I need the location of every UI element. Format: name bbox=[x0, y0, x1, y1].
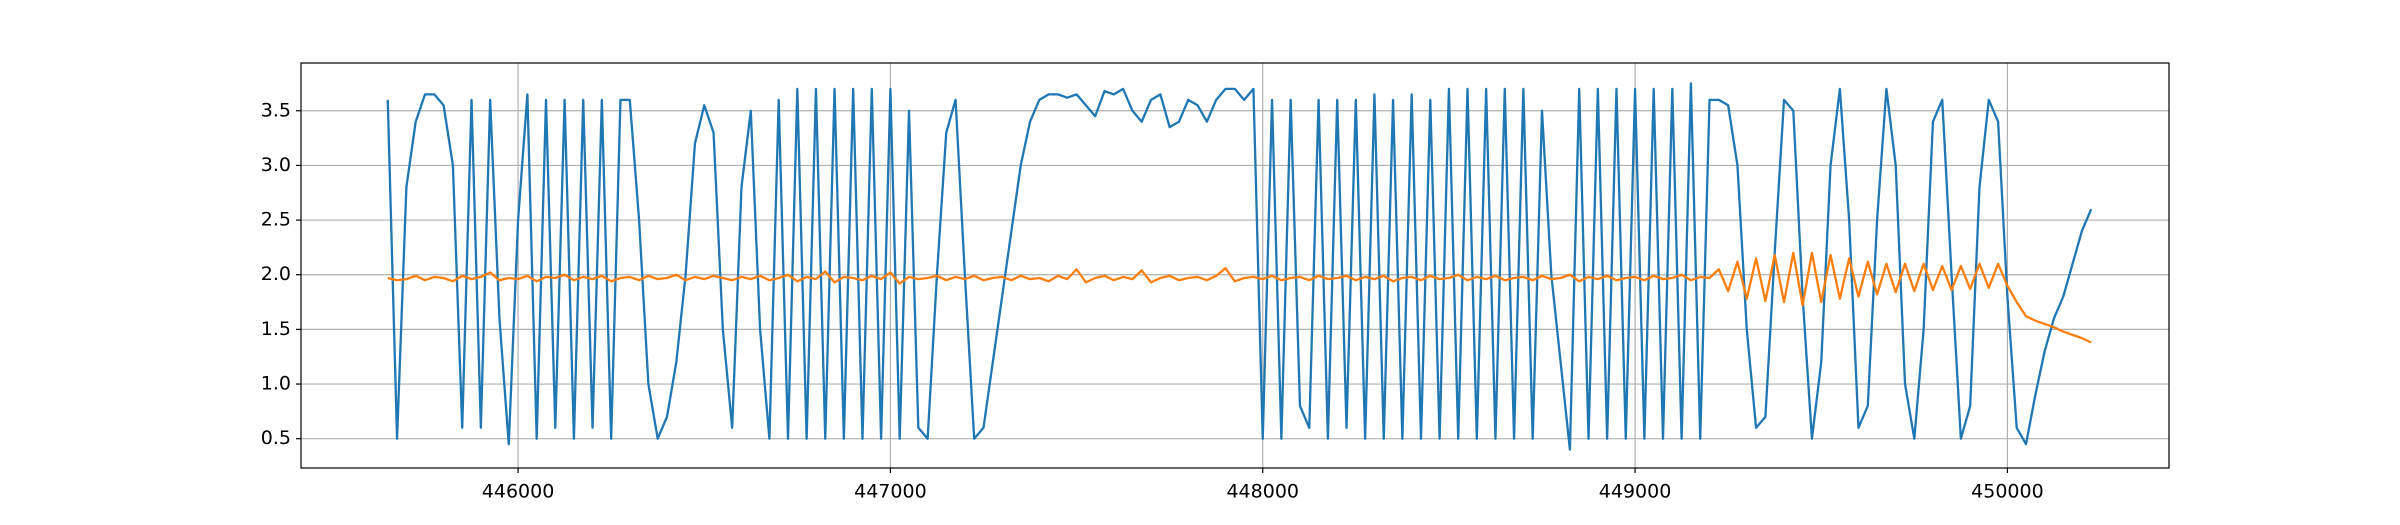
y-tick-label: 1.0 bbox=[261, 373, 291, 395]
data-line bbox=[387, 251, 2092, 344]
y-tick-label: 3.0 bbox=[261, 154, 291, 176]
y-tick-label: 0.5 bbox=[261, 427, 291, 449]
y-tick-label: 3.5 bbox=[261, 99, 291, 121]
x-tick-label: 447000 bbox=[854, 481, 927, 503]
x-tick-label: 449000 bbox=[1599, 481, 1672, 503]
x-tick-label: 448000 bbox=[1226, 481, 1299, 503]
y-tick-label: 2.5 bbox=[261, 209, 291, 231]
y-tick-label: 2.0 bbox=[261, 263, 291, 285]
x-tick-label: 450000 bbox=[1971, 481, 2044, 503]
data-line bbox=[386, 82, 2093, 451]
y-tick-label: 1.5 bbox=[261, 318, 291, 340]
plot-frame bbox=[300, 62, 2170, 469]
x-tick-label: 446000 bbox=[482, 481, 555, 503]
